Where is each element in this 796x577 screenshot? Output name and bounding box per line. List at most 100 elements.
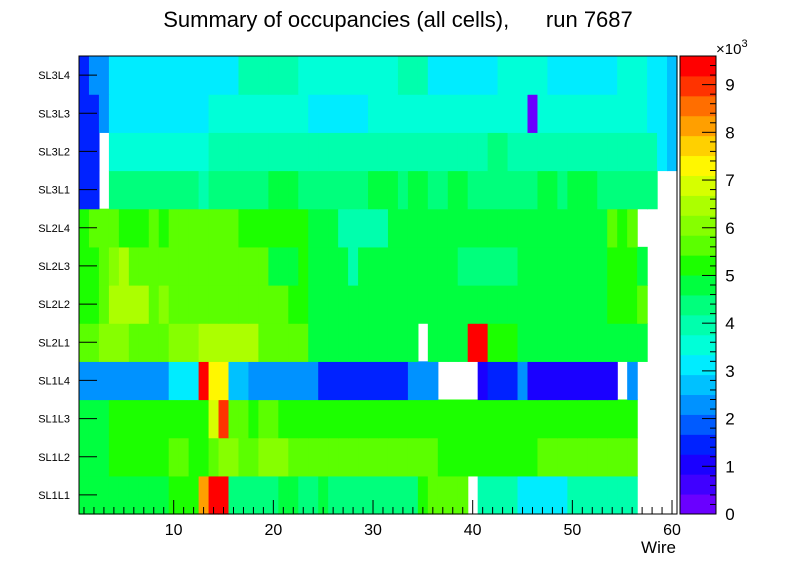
heatmap-cell-SL3L4-wire-60: [667, 56, 678, 95]
heatmap-cell-SL2L1-wire-40: [467, 323, 479, 362]
heatmap-cell-SL1L3-wire-10: [168, 399, 180, 439]
heatmap-cell-SL1L3-wire-54: [607, 399, 618, 439]
heatmap-cell-SL3L3-wire-3: [98, 94, 110, 133]
z-tick-label-2: 2: [725, 410, 734, 429]
heatmap-cell-SL2L2-wire-52: [587, 285, 598, 324]
heatmap-cell-SL1L2-wire-25: [318, 437, 329, 477]
heatmap-cell-SL3L2-wire-18: [248, 132, 259, 172]
heatmap-cell-SL3L3-wire-18: [248, 94, 259, 133]
heatmap-cell-SL3L4-wire-52: [587, 56, 598, 95]
heatmap-cell-SL3L3-wire-39: [457, 94, 469, 133]
heatmap-cell-SL1L4-wire-45: [517, 361, 529, 401]
heatmap-cell-SL3L2-wire-37: [437, 132, 449, 172]
heatmap-cell-SL3L4-wire-25: [318, 56, 329, 95]
heatmap-cell-SL1L4-wire-33: [397, 361, 409, 401]
heatmap-cell-SL1L4-wire-14: [208, 361, 220, 401]
heatmap-cell-SL3L1-wire-12: [188, 170, 200, 210]
heatmap-cell-SL2L3-wire-26: [328, 246, 339, 286]
heatmap-cell-SL3L3-wire-37: [437, 94, 449, 133]
heatmap-cell-SL1L1-wire-56: [627, 475, 638, 515]
heatmap-cell-SL3L2-wire-19: [258, 132, 269, 172]
heatmap-cell-SL3L3-wire-14: [208, 94, 220, 133]
palette-segment-11: [680, 275, 716, 296]
palette-segment-22: [680, 56, 716, 77]
heatmap-cell-SL1L4-wire-11: [178, 361, 190, 401]
heatmap-cell-SL2L2-wire-36: [427, 285, 439, 324]
heatmap-cell-SL2L2-wire-6: [128, 285, 140, 324]
heatmap-cell-SL1L2-wire-42: [487, 437, 499, 477]
heatmap-cell-SL2L1-wire-26: [328, 323, 339, 362]
heatmap-cell-SL1L1-wire-32: [387, 475, 399, 515]
heatmap-cell-SL1L1-wire-8: [148, 475, 160, 515]
heatmap-cell-SL1L3-wire-46: [527, 399, 539, 439]
heatmap-cell-SL3L2-wire-48: [547, 132, 558, 172]
heatmap-cell-SL1L3-wire-35: [417, 399, 429, 439]
heatmap-cell-SL2L2-wire-28: [348, 285, 359, 324]
heatmap-cell-SL2L1-wire-54: [607, 323, 618, 362]
heatmap-cell-SL1L3-wire-42: [487, 399, 499, 439]
heatmap-cell-SL1L1-wire-30: [368, 475, 379, 515]
heatmap-cell-SL2L2-wire-16: [228, 285, 240, 324]
heatmap-cell-SL3L1-wire-6: [128, 170, 140, 210]
heatmap-cell-SL1L2-wire-45: [517, 437, 529, 477]
heatmap-cell-SL2L2-wire-57: [637, 285, 648, 324]
heatmap-cell-SL2L2-wire-17: [238, 285, 250, 324]
heatmap-cell-SL3L2-wire-28: [348, 132, 359, 172]
heatmap-cell-SL1L2-wire-46: [527, 437, 539, 477]
heatmap-cell-SL1L2-wire-29: [358, 437, 369, 477]
heatmap-cell-SL2L2-wire-10: [168, 285, 180, 324]
palette-segment-14: [680, 215, 716, 236]
heatmap-cell-SL2L2-wire-7: [138, 285, 150, 324]
heatmap-cell-SL1L3-wire-12: [188, 399, 200, 439]
x-tick-label-30: 30: [364, 522, 382, 539]
heatmap-cell-SL3L2-wire-20: [268, 132, 279, 172]
heatmap-cell-SL1L4-wire-46: [527, 361, 539, 401]
heatmap-cell-SL2L4-wire-50: [567, 208, 578, 248]
heatmap-cell-SL3L3-wire-25: [318, 94, 329, 133]
heatmap-cell-SL2L2-wire-32: [387, 285, 399, 324]
heatmap-cell-SL2L1-wire-24: [308, 323, 319, 362]
heatmap-cell-SL2L3-wire-11: [178, 246, 190, 286]
plot-border: [78, 55, 678, 515]
heatmap-cell-SL3L4-wire-43: [497, 56, 509, 95]
heatmap-cell-SL2L3-wire-47: [537, 246, 549, 286]
heatmap-cell-SL3L1-wire-38: [447, 170, 459, 210]
heatmap-cell-SL3L4-wire-44: [507, 56, 519, 95]
y-tick-label-SL2L3: SL2L3: [38, 261, 70, 273]
heatmap-cell-SL2L4-wire-36: [427, 208, 439, 248]
heatmap-cell-SL2L4-wire-23: [298, 208, 309, 248]
heatmap-cell-SL2L1-wire-16: [228, 323, 240, 362]
heatmap-cell-SL3L4-wire-18: [248, 56, 259, 95]
heatmap-cell-SL3L3-wire-44: [507, 94, 519, 133]
heatmap-cell-SL3L4-wire-36: [427, 56, 439, 95]
z-multiplier-base: ×10: [716, 41, 741, 58]
heatmap-cell-SL1L3-wire-33: [397, 399, 409, 439]
heatmap-cell-SL1L2-wire-37: [437, 437, 449, 477]
heatmap-cell-SL2L3-wire-39: [457, 246, 469, 286]
heatmap-cell-SL3L3-wire-58: [647, 94, 658, 133]
heatmap-cell-SL3L1-wire-7: [138, 170, 150, 210]
heatmap-cell-SL2L3-wire-40: [467, 246, 479, 286]
heatmap-cell-SL3L1-wire-48: [547, 170, 558, 210]
heatmap-cell-SL2L1-wire-12: [188, 323, 200, 362]
heatmap-cell-SL1L3-wire-17: [238, 399, 250, 439]
heatmap-cell-SL3L4-wire-11: [178, 56, 190, 95]
heatmap-cell-SL3L2-wire-36: [427, 132, 439, 172]
heatmap-cell-SL3L3-wire-55: [617, 94, 628, 133]
heatmap-cell-SL3L2-wire-29: [358, 132, 369, 172]
heatmap-cell-SL1L1-wire-47: [537, 475, 549, 515]
heatmap-cell-SL3L3-wire-32: [387, 94, 399, 133]
z-tick-label-1: 1: [725, 457, 734, 476]
heatmap-cell-SL3L3-wire-27: [338, 94, 349, 133]
heatmap-cell-SL3L3-wire-53: [597, 94, 608, 133]
heatmap-cell-SL2L1-wire-55: [617, 323, 628, 362]
heatmap-cell-SL1L1-wire-14: [208, 475, 220, 515]
heatmap-cell-SL2L4-wire-8: [148, 208, 160, 248]
heatmap-cell-SL2L1-wire-56: [627, 323, 638, 362]
heatmap-cell-SL1L1-wire-27: [338, 475, 349, 515]
heatmap-cell-SL2L3-wire-56: [627, 246, 638, 286]
heatmap-cell-SL2L3-wire-23: [298, 246, 309, 286]
heatmap-cell-SL1L4-wire-36: [427, 361, 439, 401]
heatmap-cell-SL3L3-wire-21: [278, 94, 289, 133]
heatmap-cell-SL3L1-wire-45: [517, 170, 529, 210]
